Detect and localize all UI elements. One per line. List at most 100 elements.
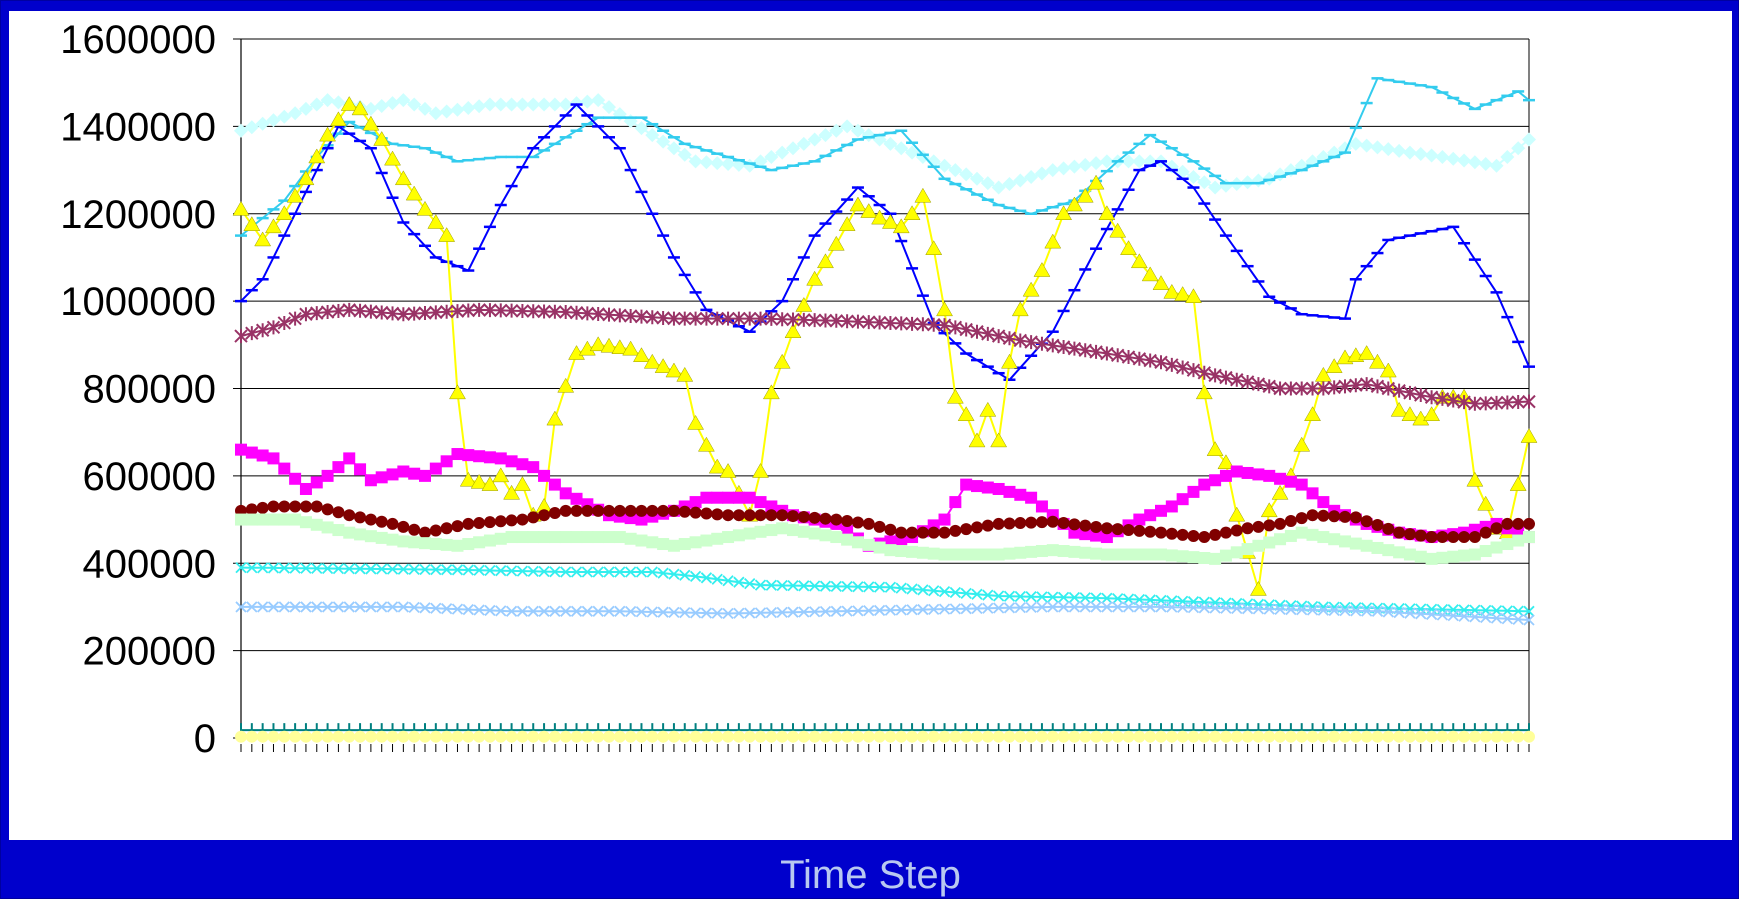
marker-circle	[906, 526, 919, 539]
marker-star	[894, 316, 908, 331]
marker-star	[602, 307, 616, 322]
marker-square	[1079, 546, 1092, 559]
marker-x	[1231, 597, 1243, 610]
marker-square	[1523, 531, 1535, 544]
marker-square	[1035, 500, 1048, 513]
marker-triangle	[979, 401, 997, 417]
marker-x	[495, 565, 507, 577]
marker-x	[408, 601, 420, 614]
marker-circle	[1090, 730, 1103, 743]
marker-square	[354, 463, 367, 476]
marker-circle	[1425, 730, 1438, 743]
marker-x	[321, 562, 334, 575]
marker-circle	[1079, 730, 1092, 743]
marker-star	[1403, 385, 1417, 400]
marker-square	[765, 524, 778, 537]
marker-circle	[1198, 730, 1211, 743]
marker-circle	[819, 512, 832, 525]
marker-square	[862, 538, 875, 551]
marker-square	[722, 491, 735, 504]
marker-circle	[494, 515, 507, 528]
marker-circle	[483, 516, 496, 529]
marker-square	[1241, 543, 1254, 556]
marker-triangle	[1293, 436, 1311, 452]
marker-circle	[1512, 517, 1525, 530]
marker-circle	[1468, 730, 1481, 743]
marker-circle	[1155, 526, 1167, 539]
marker-star	[613, 308, 627, 323]
marker-square	[1284, 529, 1297, 542]
marker-x	[1198, 602, 1210, 614]
marker-x	[722, 575, 734, 587]
marker-x	[1090, 592, 1102, 604]
marker-x	[1036, 601, 1048, 613]
marker-x	[744, 607, 756, 619]
marker-x	[1425, 603, 1438, 615]
marker-square	[743, 527, 756, 540]
marker-square	[1025, 545, 1038, 558]
marker-square	[1046, 544, 1059, 557]
marker-star	[1186, 363, 1201, 378]
marker-diamond	[1359, 138, 1374, 153]
marker-square	[375, 471, 388, 484]
marker-diamond	[1024, 170, 1039, 185]
marker-diamond	[266, 113, 281, 128]
marker-x	[635, 606, 648, 618]
marker-x	[949, 586, 961, 599]
marker-square	[386, 468, 399, 481]
marker-x	[1350, 605, 1362, 617]
marker-circle	[862, 517, 875, 530]
marker-star	[1197, 365, 1211, 380]
marker-x	[689, 607, 702, 619]
marker-diamond	[569, 96, 584, 111]
marker-circle	[1393, 526, 1406, 539]
marker-square	[635, 513, 648, 526]
marker-diamond	[288, 106, 303, 121]
marker-circle	[375, 515, 388, 528]
marker-x	[1003, 590, 1016, 602]
marker-x	[495, 605, 507, 617]
marker-circle	[1436, 730, 1449, 743]
marker-x	[884, 581, 897, 593]
marker-square	[646, 536, 659, 549]
marker-diamond	[255, 116, 270, 131]
marker-circle	[1155, 730, 1167, 743]
marker-x	[895, 604, 907, 616]
marker-diamond	[1489, 158, 1504, 173]
marker-star	[385, 306, 400, 321]
marker-triangle	[589, 336, 607, 352]
marker-square	[321, 521, 334, 534]
marker-square	[1176, 550, 1189, 563]
marker-star	[797, 312, 811, 327]
marker-triangle	[1509, 476, 1527, 491]
marker-star	[504, 303, 519, 318]
marker-circle	[429, 730, 442, 743]
marker-x	[1014, 601, 1026, 614]
marker-diamond	[1013, 173, 1028, 188]
marker-star	[1295, 381, 1309, 396]
marker-triangle	[546, 410, 564, 426]
marker-x	[570, 605, 583, 617]
marker-x	[938, 603, 951, 615]
series-line	[240, 103, 1530, 382]
marker-square	[1014, 546, 1027, 559]
chart-area: 0 200000 400000 600000 800000 1000000 1200000 1…	[9, 11, 1732, 840]
marker-x	[1512, 613, 1524, 626]
marker-circle	[548, 730, 561, 743]
marker-circle	[1284, 730, 1297, 743]
marker-triangle	[1098, 205, 1116, 220]
series-4	[234, 302, 1536, 411]
marker-square	[245, 513, 258, 526]
marker-square	[343, 452, 356, 465]
marker-circle	[1025, 730, 1038, 743]
marker-x	[484, 604, 496, 617]
marker-star	[537, 304, 551, 319]
marker-x	[776, 579, 788, 592]
marker-circle	[1382, 730, 1395, 743]
marker-diamond	[666, 141, 681, 156]
marker-circle	[949, 524, 962, 537]
marker-diamond	[991, 180, 1006, 195]
marker-triangle	[1314, 366, 1332, 382]
marker-diamond	[1478, 156, 1493, 171]
marker-star	[1262, 379, 1276, 394]
